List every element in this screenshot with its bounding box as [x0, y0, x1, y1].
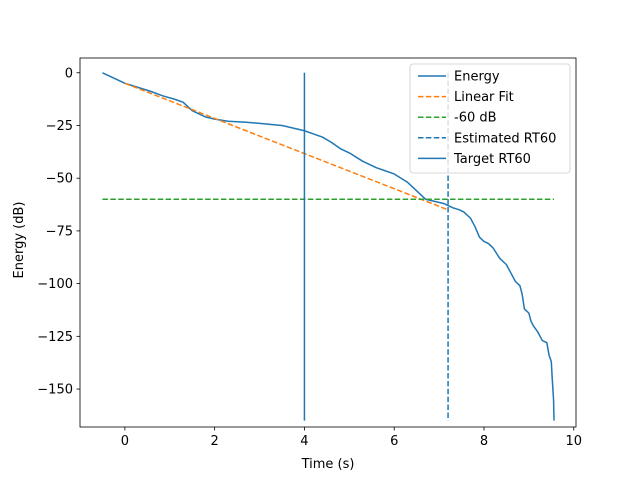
x-tick-label: 0 — [121, 434, 129, 449]
axes — [79, 57, 577, 428]
y-axis-label: Energy (dB) — [12, 202, 27, 279]
x-tick-label: 6 — [390, 434, 398, 449]
plot-area — [102, 72, 555, 421]
legend-entry: Energy — [454, 70, 500, 85]
legend-entry: Linear Fit — [454, 90, 514, 105]
ticks: 0 2 4 6 8 10 0 −25 −50 −75 −100 −125 −150 — [37, 66, 582, 449]
x-tick-label: 8 — [480, 434, 488, 449]
legend-entry: -60 dB — [454, 111, 497, 126]
y-tick-label: −125 — [37, 330, 73, 345]
y-tick-label: −75 — [46, 224, 73, 239]
x-tick-label: 10 — [565, 434, 582, 449]
y-tick-label: −50 — [46, 172, 73, 187]
x-tick-label: 4 — [300, 434, 308, 449]
y-tick-label: 0 — [65, 66, 73, 81]
legend-box — [409, 63, 571, 174]
x-tick-label: 2 — [211, 434, 219, 449]
series-line-energy — [102, 72, 555, 421]
x-axis-label: Time (s) — [301, 457, 355, 472]
legend: Energy Linear Fit -60 dB Estimated RT60 Targ… — [409, 63, 571, 174]
y-tick-label: −150 — [37, 383, 73, 398]
series-lines — [102, 72, 555, 421]
axes-frame — [79, 57, 577, 428]
series-line-linear-fit — [124, 82, 449, 211]
y-tick-label: −25 — [46, 119, 73, 134]
y-tick-label: −100 — [37, 277, 73, 292]
legend-entry: Target RT60 — [453, 152, 531, 167]
legend-entry: Estimated RT60 — [454, 131, 556, 146]
